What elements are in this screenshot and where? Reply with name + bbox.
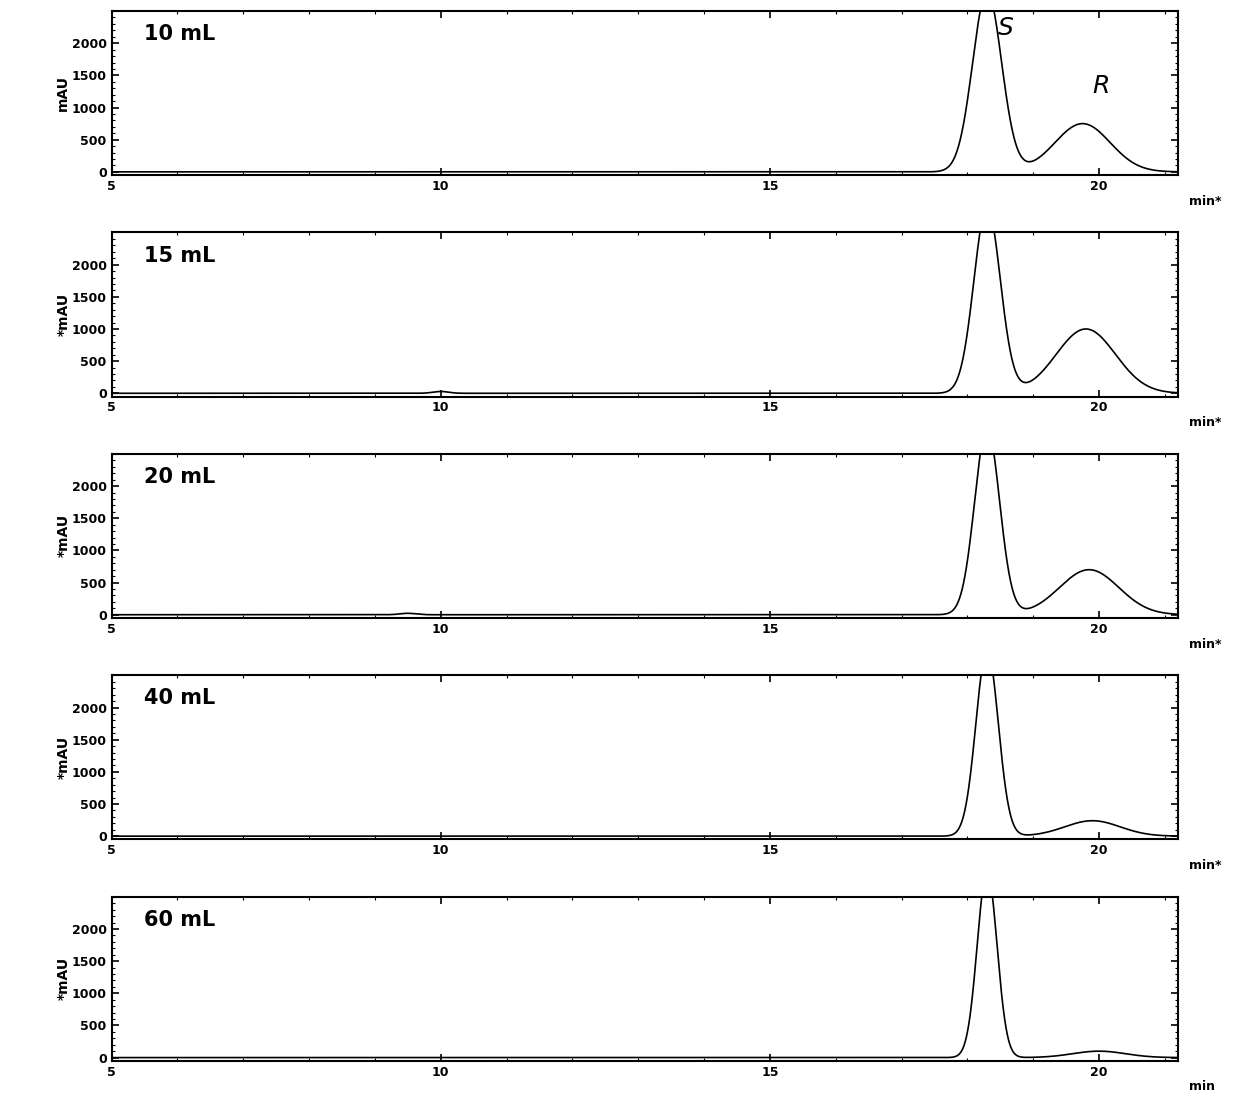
Y-axis label: mAU: mAU bbox=[56, 75, 71, 112]
Text: min: min bbox=[1189, 1081, 1215, 1094]
Text: min*: min* bbox=[1189, 638, 1221, 651]
Text: 60 mL: 60 mL bbox=[144, 909, 215, 930]
Text: min*: min* bbox=[1189, 417, 1221, 429]
Text: $\mathbf{\mathit{R}}$: $\mathbf{\mathit{R}}$ bbox=[1092, 74, 1110, 98]
Y-axis label: *mAU: *mAU bbox=[56, 293, 71, 336]
Y-axis label: *mAU: *mAU bbox=[56, 736, 71, 779]
Text: min*: min* bbox=[1189, 859, 1221, 872]
Text: min*: min* bbox=[1189, 194, 1221, 208]
Text: 15 mL: 15 mL bbox=[144, 245, 215, 265]
Text: 20 mL: 20 mL bbox=[144, 467, 215, 487]
Text: 40 mL: 40 mL bbox=[144, 688, 215, 708]
Text: $\mathbf{\mathit{S}}$: $\mathbf{\mathit{S}}$ bbox=[997, 15, 1014, 40]
Y-axis label: *mAU: *mAU bbox=[56, 957, 71, 1000]
Text: 10 mL: 10 mL bbox=[144, 24, 215, 44]
Y-axis label: *mAU: *mAU bbox=[56, 514, 71, 558]
